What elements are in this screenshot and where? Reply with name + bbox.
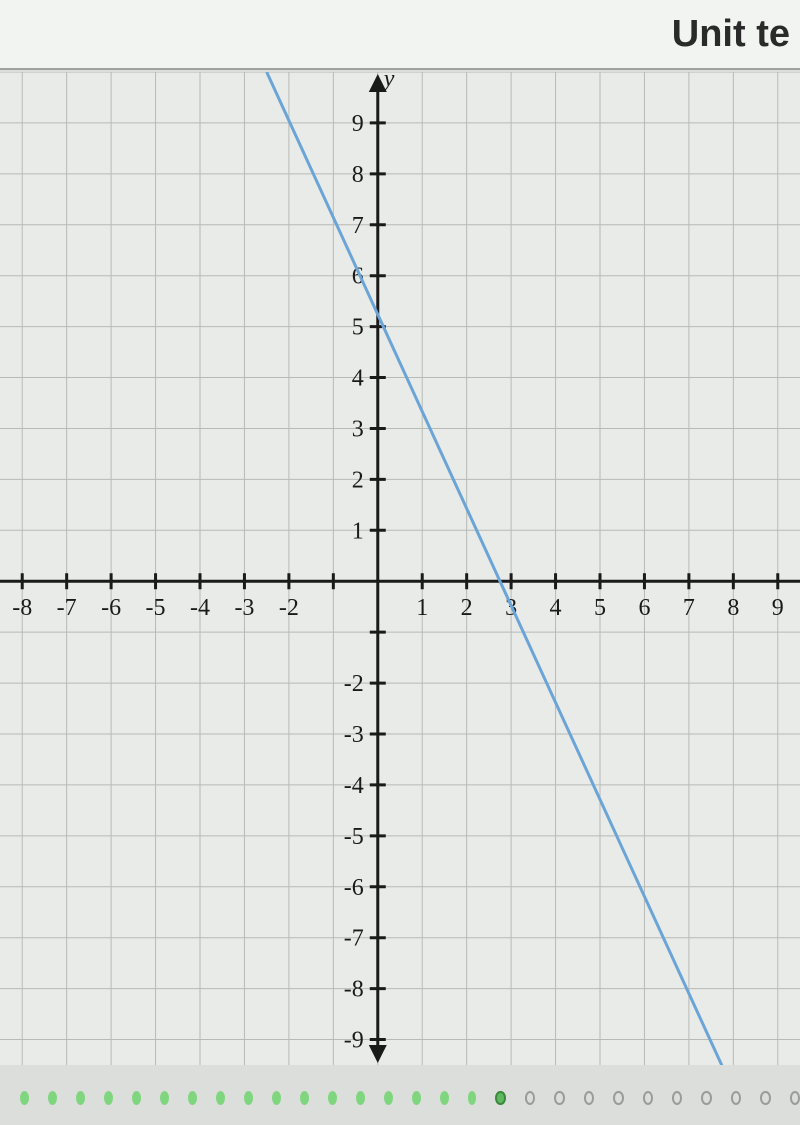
svg-text:2: 2 — [461, 595, 473, 621]
coordinate-graph: -8 -7 -6 -5 -4 -3 -2 1 2 3 4 5 6 7 8 9 -9 -8 -7 -6 -5 -4 -3 -2 1… — [0, 72, 800, 1065]
svg-text:7: 7 — [352, 213, 364, 239]
progress-dot-done[interactable] — [216, 1091, 225, 1105]
svg-text:6: 6 — [638, 595, 650, 621]
svg-text:-4: -4 — [190, 595, 210, 621]
progress-dot-done[interactable] — [244, 1091, 253, 1105]
progress-dot-done[interactable] — [272, 1091, 281, 1105]
svg-text:5: 5 — [594, 595, 606, 621]
progress-dot-pending[interactable] — [613, 1091, 623, 1105]
graph-svg: -8 -7 -6 -5 -4 -3 -2 1 2 3 4 5 6 7 8 9 -9 -8 -7 -6 -5 -4 -3 -2 1… — [0, 72, 800, 1065]
progress-dot-pending[interactable] — [731, 1091, 741, 1105]
svg-text:-7: -7 — [344, 926, 364, 952]
progress-dot-pending[interactable] — [672, 1091, 682, 1105]
svg-text:-5: -5 — [146, 595, 166, 621]
svg-text:-7: -7 — [57, 595, 77, 621]
progress-dot-done[interactable] — [104, 1091, 113, 1105]
progress-dot-done[interactable] — [384, 1091, 393, 1105]
svg-text:-5: -5 — [344, 824, 364, 850]
svg-text:-6: -6 — [344, 875, 364, 901]
progress-dot-done[interactable] — [76, 1091, 85, 1105]
progress-dot-current[interactable] — [495, 1091, 505, 1105]
svg-text:-8: -8 — [12, 595, 32, 621]
progress-dot-pending[interactable] — [554, 1091, 564, 1105]
svg-text:7: 7 — [683, 595, 695, 621]
svg-text:9: 9 — [772, 595, 784, 621]
svg-text:1: 1 — [416, 595, 428, 621]
svg-text:-9: -9 — [344, 1028, 364, 1054]
svg-text:-2: -2 — [279, 595, 299, 621]
svg-text:-3: -3 — [344, 722, 364, 748]
progress-dot-done[interactable] — [160, 1091, 169, 1105]
svg-text:9: 9 — [352, 111, 364, 137]
svg-text:-6: -6 — [101, 595, 121, 621]
svg-text:-4: -4 — [344, 773, 364, 799]
progress-dot-pending[interactable] — [760, 1091, 770, 1105]
progress-dot-done[interactable] — [412, 1091, 421, 1105]
progress-dot-done[interactable] — [468, 1091, 477, 1105]
svg-text:5: 5 — [352, 315, 364, 341]
page-title: Unit te — [672, 13, 790, 56]
progress-dot-done[interactable] — [188, 1091, 197, 1105]
svg-text:4: 4 — [550, 595, 562, 621]
svg-text:1: 1 — [352, 518, 364, 544]
progress-dots — [0, 1083, 800, 1113]
progress-dot-pending[interactable] — [643, 1091, 653, 1105]
svg-text:4: 4 — [352, 366, 364, 392]
progress-dot-pending[interactable] — [584, 1091, 594, 1105]
svg-text:8: 8 — [352, 162, 364, 188]
progress-dot-pending[interactable] — [701, 1091, 711, 1105]
progress-dot-done[interactable] — [20, 1091, 29, 1105]
progress-dot-pending[interactable] — [525, 1091, 535, 1105]
progress-dot-done[interactable] — [356, 1091, 365, 1105]
svg-text:y: y — [382, 72, 395, 92]
page-header: Unit te — [0, 0, 800, 70]
svg-text:-2: -2 — [344, 671, 364, 697]
progress-dot-done[interactable] — [300, 1091, 309, 1105]
progress-dot-done[interactable] — [132, 1091, 141, 1105]
progress-dot-done[interactable] — [440, 1091, 449, 1105]
svg-text:-3: -3 — [234, 595, 254, 621]
svg-text:8: 8 — [727, 595, 739, 621]
svg-text:-8: -8 — [344, 977, 364, 1003]
progress-dot-pending[interactable] — [790, 1091, 800, 1105]
svg-text:2: 2 — [352, 467, 364, 493]
svg-text:3: 3 — [352, 416, 364, 442]
progress-dot-done[interactable] — [328, 1091, 337, 1105]
progress-dot-done[interactable] — [48, 1091, 57, 1105]
